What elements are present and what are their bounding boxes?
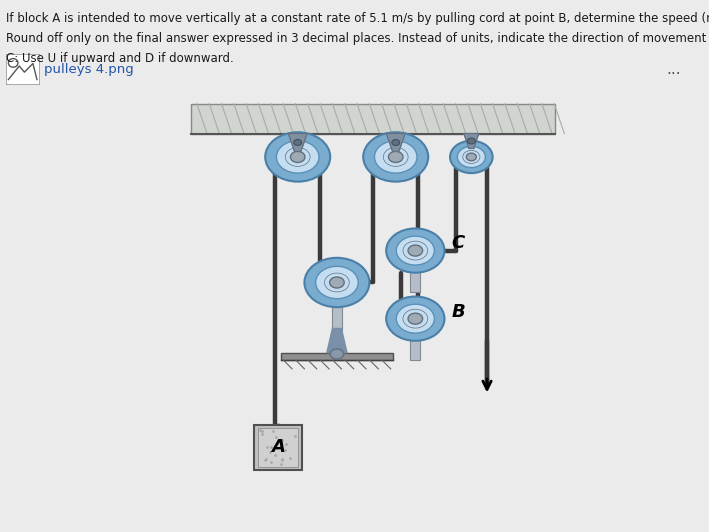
Polygon shape — [464, 134, 479, 148]
Circle shape — [408, 245, 423, 256]
Circle shape — [330, 349, 344, 359]
Circle shape — [457, 146, 486, 168]
Circle shape — [386, 296, 445, 341]
Circle shape — [291, 152, 305, 162]
Polygon shape — [289, 134, 307, 152]
Polygon shape — [386, 134, 405, 152]
Text: If block A is intended to move vertically at a constant rate of 5.1 m/s by pulli: If block A is intended to move verticall… — [6, 12, 709, 24]
Circle shape — [265, 132, 330, 181]
Circle shape — [386, 228, 445, 273]
Circle shape — [374, 141, 417, 173]
Circle shape — [316, 267, 358, 298]
Text: C: Use U if upward and D if downward.: C: Use U if upward and D if downward. — [6, 52, 233, 65]
Bar — [254, 425, 301, 470]
Circle shape — [330, 277, 344, 288]
Bar — [281, 353, 393, 360]
Bar — [332, 305, 342, 330]
Text: Round off only on the final answer expressed in 3 decimal places. Instead of uni: Round off only on the final answer expre… — [6, 32, 709, 45]
Circle shape — [467, 138, 475, 144]
Circle shape — [396, 236, 435, 265]
Polygon shape — [327, 328, 347, 353]
Text: A: A — [271, 438, 285, 456]
Circle shape — [277, 141, 319, 173]
Circle shape — [294, 139, 301, 145]
Circle shape — [408, 313, 423, 324]
Text: C: C — [451, 235, 464, 253]
Text: pulleys 4.png: pulleys 4.png — [44, 63, 134, 76]
Bar — [191, 104, 555, 134]
Bar — [258, 428, 298, 467]
Circle shape — [363, 132, 428, 181]
Circle shape — [396, 304, 435, 333]
Text: B: B — [451, 303, 465, 321]
Text: ...: ... — [666, 62, 681, 77]
Circle shape — [467, 153, 476, 161]
Bar — [411, 339, 420, 360]
Bar — [411, 271, 420, 292]
Circle shape — [392, 139, 400, 145]
Circle shape — [304, 258, 369, 307]
Circle shape — [389, 152, 403, 162]
Circle shape — [450, 141, 493, 173]
